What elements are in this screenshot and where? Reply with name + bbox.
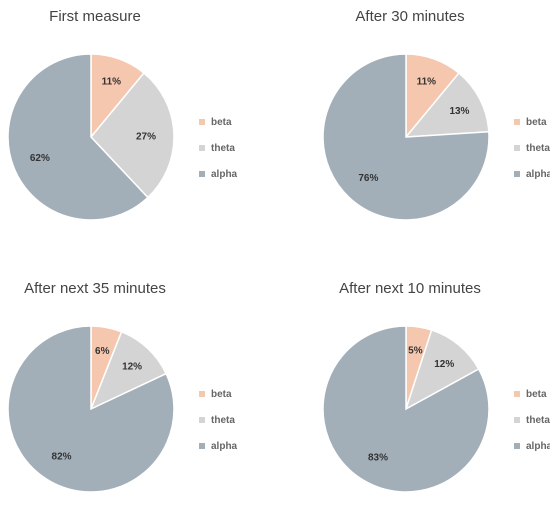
chart-title: After next 35 minutes [24,280,166,297]
legend-item-alpha: alpha [514,433,550,459]
legend-item-theta: theta [514,135,550,161]
legend-swatch-beta [514,119,520,125]
legend-swatch-theta [199,417,205,423]
legend-swatch-alpha [199,443,205,449]
chart-panel-first-measure: First measure 11% 27% 62% beta theta alpha [0,0,275,251]
legend-swatch-theta [514,145,520,151]
pie-slice-alpha [322,325,490,493]
legend: beta theta alpha [514,109,550,187]
pie-chart: 6% 12% 82% [7,325,175,493]
data-label-beta: 5% [408,346,423,357]
chart-title: After next 10 minutes [339,280,481,297]
legend-label: alpha [526,168,550,180]
data-label-alpha: 62% [30,153,50,164]
legend-label: theta [526,142,550,154]
chart-panel-after-next-35-minutes: After next 35 minutes 6% 12% 82% beta thet… [0,272,275,523]
legend-label: theta [211,414,235,426]
legend: beta theta alpha [199,109,237,187]
legend-item-theta: theta [514,407,550,433]
data-label-alpha: 83% [368,452,388,463]
pie-slice-alpha [7,325,175,493]
legend-item-theta: theta [199,135,237,161]
legend: beta theta alpha [514,381,550,459]
legend-item-alpha: alpha [199,161,237,187]
legend-label: beta [211,116,232,128]
pie-slice-theta [90,71,175,199]
pie-chart: 11% 13% 76% [322,53,490,221]
pie-slice-alpha [7,53,149,221]
legend-item-beta: beta [199,381,237,407]
pie-slice-theta [404,71,490,138]
legend-item-beta: beta [514,109,550,135]
data-label-theta: 27% [136,131,156,142]
data-label-theta: 12% [434,359,454,370]
legend-swatch-beta [514,391,520,397]
data-label-theta: 12% [122,361,142,372]
pie-chart: 11% 27% 62% [7,53,175,221]
legend-label: beta [211,388,232,400]
legend-item-alpha: alpha [199,433,237,459]
legend-swatch-alpha [514,443,520,449]
legend-label: theta [211,142,235,154]
chart-title: First measure [49,8,141,25]
legend-label: alpha [211,440,238,452]
pie-slice-theta [404,329,480,411]
legend-swatch-alpha [514,171,520,177]
legend-swatch-beta [199,391,205,397]
pie-chart: 5% 12% 83% [322,325,490,493]
data-label-alpha: 76% [358,173,378,184]
data-label-alpha: 82% [52,451,72,462]
chart-panel-after-next-10-minutes: After next 10 minutes 5% 12% 83% beta thet… [315,272,550,523]
legend-label: alpha [211,168,238,180]
pie-slice-alpha [322,53,490,221]
chart-title: After 30 minutes [355,8,465,25]
legend-swatch-theta [199,145,205,151]
pie-slice-theta [89,330,168,411]
data-label-beta: 11% [417,77,437,88]
legend-swatch-theta [514,417,520,423]
chart-panel-after-30-minutes: After 30 minutes 11% 13% 76% beta theta al… [315,0,550,251]
data-label-theta: 13% [449,106,469,117]
legend: beta theta alpha [199,381,237,459]
legend-item-beta: beta [199,109,237,135]
data-label-beta: 6% [95,346,110,357]
legend-item-beta: beta [514,381,550,407]
legend-label: beta [526,116,547,128]
data-label-beta: 11% [102,77,122,88]
legend-swatch-beta [199,119,205,125]
legend-swatch-alpha [199,171,205,177]
legend-label: theta [526,414,550,426]
legend-label: beta [526,388,547,400]
legend-label: alpha [526,440,550,452]
legend-item-theta: theta [199,407,237,433]
legend-item-alpha: alpha [514,161,550,187]
